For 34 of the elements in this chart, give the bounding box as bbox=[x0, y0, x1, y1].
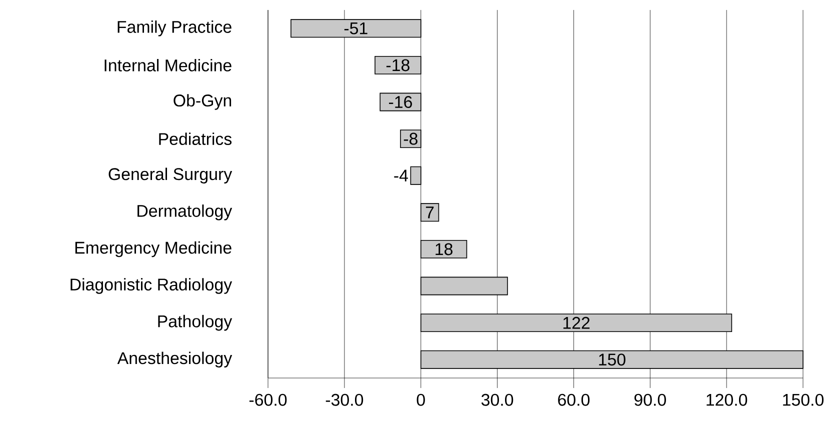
bar bbox=[410, 166, 422, 185]
data-label: -16 bbox=[388, 96, 412, 108]
bar bbox=[420, 203, 440, 222]
y-tick-label: Family Practice bbox=[118, 20, 232, 36]
data-label: 18 bbox=[436, 243, 452, 256]
y-tick-label: Ob-Gyn bbox=[174, 94, 232, 110]
bar bbox=[290, 19, 422, 38]
x-tick-label: 120.0 bbox=[706, 394, 748, 406]
bar bbox=[420, 314, 732, 332]
data-label: 122 bbox=[563, 316, 590, 329]
data-label: 7 bbox=[426, 206, 434, 218]
x-tick-label: 60.0 bbox=[558, 394, 590, 406]
y-tick-label: Pediatrics bbox=[159, 132, 232, 146]
x-tick-label: 90.0 bbox=[634, 394, 666, 406]
y-tick-label: Dermatology bbox=[138, 204, 232, 220]
y-tick-label: Internal Medicine bbox=[104, 58, 232, 72]
y-tick-label: Emergency Medicine bbox=[75, 241, 232, 258]
y-tick-label: Pathology bbox=[158, 314, 232, 331]
x-tick-label: 0 bbox=[416, 394, 425, 406]
x-tick-label: -60.0 bbox=[249, 394, 287, 406]
y-tick-label: Diagonistic Radiology bbox=[70, 278, 232, 294]
data-label: -8 bbox=[404, 132, 418, 145]
x-tick-label: 150.0 bbox=[783, 394, 824, 406]
data-label: -51 bbox=[344, 22, 368, 34]
data-label: -4 bbox=[394, 170, 408, 182]
x-tick-label: 30.0 bbox=[481, 394, 514, 406]
x-tick-label: -30.0 bbox=[326, 394, 364, 406]
y-tick-label: General Surgury bbox=[108, 168, 232, 184]
y-tick-label: Anesthesiology bbox=[117, 352, 232, 368]
data-label: 150 bbox=[599, 354, 626, 366]
data-label: -18 bbox=[386, 59, 410, 72]
bar bbox=[420, 240, 468, 258]
bar bbox=[374, 56, 422, 74]
bar bbox=[420, 276, 508, 296]
